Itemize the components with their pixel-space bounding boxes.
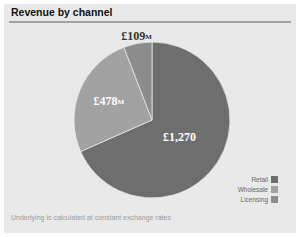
data-label: £109M (121, 29, 152, 43)
legend: Retail Wholesale Licensing (238, 176, 278, 204)
legend-label: Wholesale (238, 186, 269, 193)
pie (74, 42, 230, 198)
footnote: Underlying is calculated at constant exc… (11, 214, 171, 222)
chart: Revenue by channel Underlying is calculat… (0, 0, 300, 237)
legend-swatch (271, 176, 278, 183)
data-label: £1,270 (163, 130, 196, 144)
legend-swatch (271, 186, 278, 193)
legend-label: Licensing (241, 196, 269, 204)
data-labels: £1,270 £478M £109M (93, 29, 195, 143)
legend-label: Retail (251, 176, 268, 183)
slice (124, 42, 152, 120)
panel (4, 4, 296, 233)
title-rule (9, 22, 291, 23)
legend-swatch (271, 196, 278, 203)
title: Revenue by channel (11, 6, 113, 18)
data-label: £478M (93, 94, 124, 108)
